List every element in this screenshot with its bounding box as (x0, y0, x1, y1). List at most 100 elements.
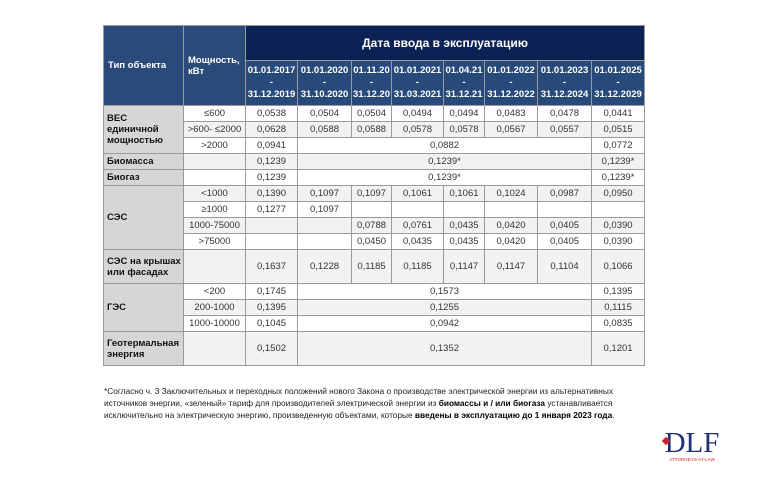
period-line: 01.01.2021 (393, 65, 442, 76)
tariff-cell: 0,1228 (297, 249, 352, 284)
table-row: Биогаз 0,1239 0,1239* 0,1239* (103, 169, 646, 186)
period-line: - (509, 77, 513, 88)
footnote-text: . (612, 410, 615, 420)
tariff-cell: 0,1104 (537, 249, 592, 284)
power-cell: <1000 (183, 185, 246, 202)
table-row: >75000 0,0450 0,0435 0,0435 0,0420 0,0405 0,03… (104, 233, 646, 250)
footnote-bold: введены в эксплуатацию до 1 января 2023 … (414, 410, 613, 420)
tariff-cell: 0,0450 (351, 233, 392, 250)
period-line: 01.01.2022 (487, 65, 535, 76)
period-line: 01.01.2017 (247, 65, 296, 76)
tariff-cell: 0,1147 (484, 249, 538, 284)
period-line: 31.10.2020 (300, 89, 349, 100)
period-line: 31.03.2021 (393, 89, 442, 100)
table-row: 200-1000 0,1395 0,1255 0,1115 (104, 299, 646, 316)
tariff-cell: 0,1045 (245, 315, 298, 332)
object-type-cell: Геотермальная энергия (103, 331, 184, 366)
table-row: Биомасса 0,1239 0,1239* 0,1239* (103, 153, 646, 170)
tariff-cell: 0,0435 (443, 217, 485, 234)
tariff-cell: 0,1255 (297, 299, 592, 316)
tariff-cell: 0,0835 (590, 315, 646, 332)
tariff-cell: 0,1201 (590, 331, 646, 366)
tariff-cell: 0,0515 (590, 121, 646, 138)
table-row: ГЭС <200 0,1745 0,1573 0,1395 (103, 283, 646, 332)
tariff-cell: 0,1239* (590, 153, 646, 170)
period-line: 01.11.20 (353, 65, 390, 76)
footnote-text: устанавливается исключительно на электри… (104, 398, 613, 420)
tariff-cell (590, 201, 646, 218)
tariff-cell: 0,1637 (245, 249, 298, 284)
svg-text:ATTORNEYS-AT-LAW: ATTORNEYS-AT-LAW (669, 457, 715, 462)
object-type-cell: Биомасса (103, 153, 184, 170)
object-type-cell: ВЕС единичной мощностью (103, 105, 184, 154)
header-period: 01.01.2020-31.10.2020 (297, 60, 352, 106)
object-type-cell: ГЭС (103, 283, 184, 332)
tariff-cell: 0,0588 (297, 121, 352, 138)
tariff-cell: 0,0987 (537, 185, 592, 202)
tariff-cell: 0,0441 (590, 105, 646, 122)
tariff-cell: 0,1097 (351, 185, 392, 202)
tariff-cell: 0,1239* (297, 169, 592, 186)
tariff-cell: 0,0435 (391, 233, 444, 250)
power-cell: <200 (183, 283, 246, 300)
period-line: 31.12.2029 (594, 89, 642, 100)
tariff-cell: 0,0494 (391, 105, 444, 122)
header-period: 01.01.2021-31.03.2021 (391, 60, 444, 106)
tariff-cell (351, 201, 392, 218)
period-line: - (562, 77, 567, 88)
tariff-cell: 0,0788 (351, 217, 392, 234)
header-period: 01.01.2025-31.12.2029 (590, 60, 646, 106)
power-cell: ≤600 (183, 105, 246, 122)
tariff-cell: 0,1395 (245, 299, 298, 316)
header-object-type: Тип объекта (103, 25, 184, 106)
tariff-cell: 0,1024 (484, 185, 538, 202)
period-line: - (616, 77, 620, 88)
tariff-cell: 0,0882 (297, 137, 592, 154)
tariff-cell: 0,0578 (443, 121, 485, 138)
table-row: СЭС на крышах или фасадах 0,1637 0,1228 0,1… (103, 249, 646, 284)
tariff-cell: 0,1277 (245, 201, 298, 218)
period-line: 31.12.2024 (540, 89, 589, 100)
tariff-cell (297, 233, 352, 250)
tariff-cell: 0,0390 (590, 217, 646, 234)
tariff-cell: 0,0405 (537, 217, 592, 234)
tariff-cell: 0,0942 (297, 315, 592, 332)
tariff-cell: 0,1239 (245, 153, 298, 170)
tariff-cell: 0,0420 (484, 217, 538, 234)
tariff-cell (245, 217, 298, 234)
tariff-cell: 0,0628 (245, 121, 298, 138)
tariff-cell: 0,0557 (537, 121, 592, 138)
power-cell (183, 249, 246, 284)
tariff-cell: 0,0483 (484, 105, 538, 122)
tariff-cell: 0,1745 (245, 283, 298, 300)
power-cell: 200-1000 (183, 299, 246, 316)
tariff-cell: 0,0494 (443, 105, 485, 122)
table-row: >600- ≤2000 0,0628 0,0588 0,0588 0,0578 0,057… (104, 121, 646, 138)
tariff-cell: 0,1185 (391, 249, 444, 284)
tariff-cell: 0,1097 (297, 185, 352, 202)
object-type-cell: СЭС (103, 185, 184, 250)
tariff-cell (391, 201, 444, 218)
tariff-cell: 0,0504 (297, 105, 352, 122)
tariff-cell: 0,1115 (590, 299, 646, 316)
period-line: 31.12.20 (353, 89, 390, 100)
tariff-cell: 0,0435 (443, 233, 485, 250)
tariff-cell: 0,1239 (245, 169, 298, 186)
dlf-logo: DLF ATTORNEYS-AT-LAW (661, 427, 719, 462)
object-type-cell: СЭС на крышах или фасадах (103, 249, 184, 284)
table-row: ≥1000 0,1277 0,1097 (104, 201, 646, 218)
power-cell: 1000-75000 (183, 217, 246, 234)
period-line: 01.04.21 (445, 65, 483, 76)
header-commissioning-date: Дата ввода в эксплуатацию (244, 25, 646, 61)
table-row: 1000-10000 0,1045 0,0942 0,0835 (104, 315, 646, 332)
power-cell: >2000 (183, 137, 246, 154)
power-cell: 1000-10000 (183, 315, 246, 332)
tariff-table: Тип объекта Мощность, кВт Дата ввода в э… (103, 25, 646, 366)
period-line: - (269, 77, 274, 88)
table-row: ВЕС единичной мощностью ≤600 0,0538 0,0504 0… (103, 105, 646, 154)
header-power: Мощность, кВт (183, 25, 246, 106)
power-cell (183, 331, 246, 366)
period-line: 31.12.21 (445, 89, 483, 100)
tariff-cell: 0,1352 (297, 331, 592, 366)
footnote-text: *Согласно ч. 3 Заключительных и переходн… (104, 386, 614, 408)
